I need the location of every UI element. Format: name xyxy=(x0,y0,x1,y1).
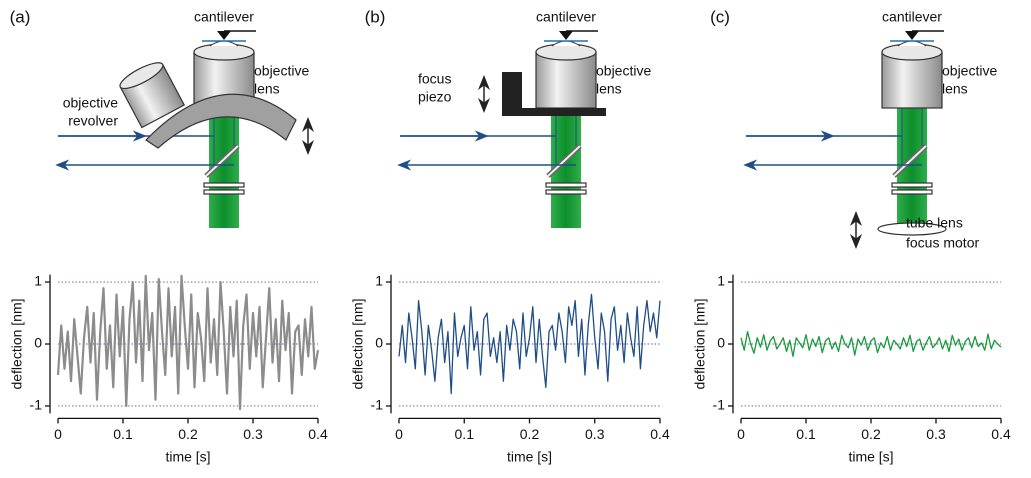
x-tick-label: 0 xyxy=(54,426,62,442)
data-line xyxy=(56,274,320,411)
objective-label: lens xyxy=(942,81,968,97)
x-tick-label: 0.3 xyxy=(243,426,263,442)
mirror xyxy=(893,145,927,177)
cantilever-label: cantilever xyxy=(194,9,254,25)
filter xyxy=(891,189,933,195)
diagram: (a) cantilever objective lens objective revol… xyxy=(10,7,314,228)
cantilever-tip xyxy=(217,31,231,40)
cantilever-label: cantilever xyxy=(536,9,596,25)
objective-top xyxy=(881,43,943,61)
x-tick-label: 0.4 xyxy=(308,426,328,442)
objective-top xyxy=(119,62,164,90)
cantilever-tip xyxy=(559,31,573,40)
diagram: (c) cantilever objective lens tube lens focus… xyxy=(710,7,997,250)
x-tick-label: 0.1 xyxy=(796,426,816,442)
chart: -1 0 1 0 0.1 0.2 0.3 0.4 time [s] deflection [nm] xyxy=(692,273,1011,465)
chart: -1 0 1 0 0.1 0.2 0.3 0.4 time [s] deflection [nm] xyxy=(9,273,328,465)
y-tick-label: -1 xyxy=(713,397,726,413)
x-tick-label: 0.2 xyxy=(520,426,540,442)
y-tick-label: 1 xyxy=(375,273,383,289)
filter xyxy=(545,189,587,195)
filter xyxy=(203,189,245,195)
panel-label: (b) xyxy=(365,7,386,26)
x-tick-label: 0 xyxy=(737,426,745,442)
x-tick-label: 0.3 xyxy=(926,426,946,442)
y-tick-label: 1 xyxy=(717,273,725,289)
x-axis-label: time [s] xyxy=(507,449,552,465)
x-tick-label: 0.3 xyxy=(585,426,605,442)
revolver-label: objective xyxy=(63,95,118,111)
objective-label: lens xyxy=(596,81,622,97)
objective-body xyxy=(881,51,943,109)
x-tick-label: 0.2 xyxy=(861,426,881,442)
y-axis-label: deflection [nm] xyxy=(350,298,366,389)
y-axis-label: deflection [nm] xyxy=(692,298,708,389)
tube-lens-label: focus motor xyxy=(906,235,979,251)
y-tick-label: 0 xyxy=(34,335,42,351)
y-tick-label: -1 xyxy=(371,397,384,413)
revolver xyxy=(145,93,297,149)
x-axis-label: time [s] xyxy=(165,449,210,465)
x-tick-label: 0.1 xyxy=(455,426,475,442)
filter xyxy=(891,182,933,188)
piezo xyxy=(502,72,606,116)
y-tick-label: 0 xyxy=(375,335,383,351)
cantilever-tip xyxy=(905,31,919,40)
x-tick-label: 0.4 xyxy=(991,426,1011,442)
objective-top xyxy=(193,43,255,61)
piezo-label: piezo xyxy=(418,89,452,105)
objective-label: objective xyxy=(596,63,651,79)
panel-label: (a) xyxy=(10,7,31,26)
revolver-label: revolver xyxy=(68,113,118,129)
objective-label: objective xyxy=(942,63,997,79)
chart: -1 0 1 0 0.1 0.2 0.3 0.4 time [s] deflection [nm] xyxy=(350,273,670,465)
mirror xyxy=(205,145,239,177)
y-tick-label: 0 xyxy=(717,335,725,351)
tube-lens-label: tube lens xyxy=(906,215,963,231)
objective-top xyxy=(535,43,597,61)
x-tick-label: 0.2 xyxy=(178,426,198,442)
x-tick-label: 0.1 xyxy=(113,426,133,442)
piezo-label: focus xyxy=(418,71,451,87)
objective-label: objective xyxy=(254,63,309,79)
y-tick-label: -1 xyxy=(30,397,43,413)
data-line xyxy=(398,293,661,395)
x-tick-label: 0.4 xyxy=(650,426,670,442)
mirror xyxy=(547,145,581,177)
y-tick-label: 1 xyxy=(34,273,42,289)
y-axis-label: deflection [nm] xyxy=(9,298,25,389)
filter xyxy=(203,182,245,188)
tube-lens xyxy=(877,222,947,236)
cantilever-label: cantilever xyxy=(882,9,942,25)
x-axis-label: time [s] xyxy=(848,449,893,465)
filter xyxy=(545,182,587,188)
x-tick-label: 0 xyxy=(395,426,403,442)
diagram: (b) cantilever objective lens focus piezo xyxy=(365,7,651,228)
objective-label: lens xyxy=(254,81,280,97)
tilted-objective xyxy=(119,62,186,129)
panel-label: (c) xyxy=(710,7,730,26)
data-line xyxy=(740,330,1002,358)
